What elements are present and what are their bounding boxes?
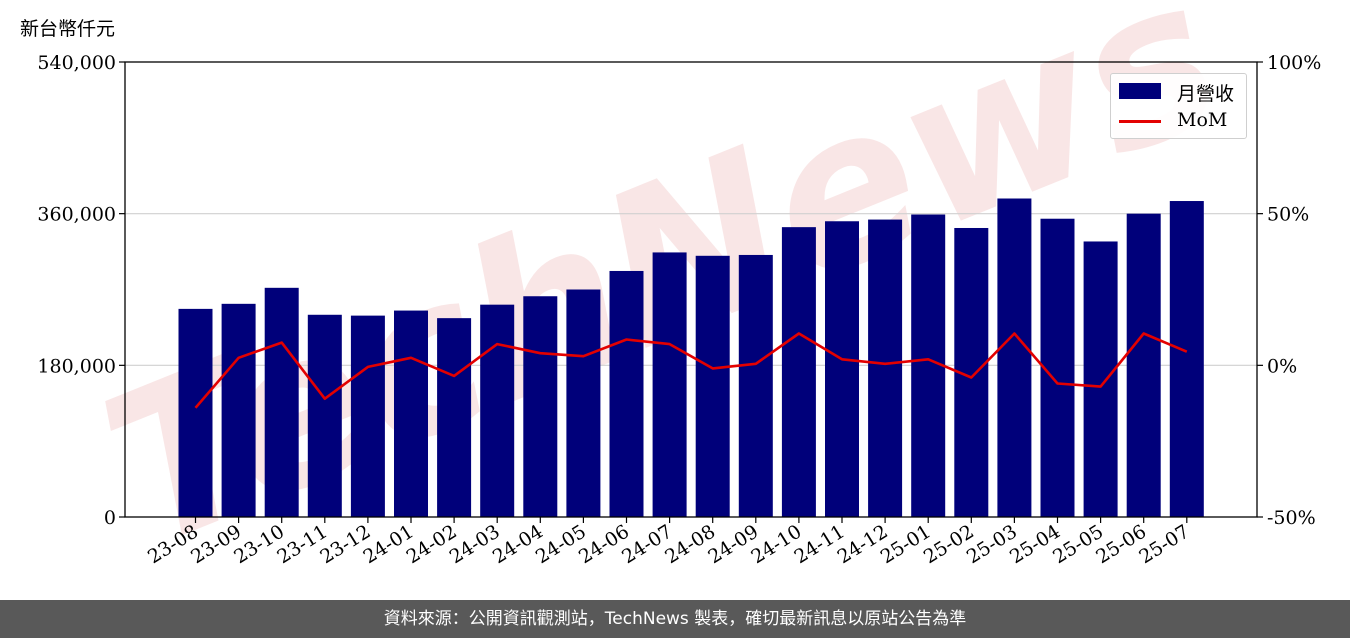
bar xyxy=(997,198,1032,517)
bar xyxy=(1083,241,1118,517)
plot-frame xyxy=(124,61,1258,518)
bar xyxy=(1126,213,1161,517)
bar xyxy=(437,318,472,517)
bar-series xyxy=(178,198,1204,518)
bar xyxy=(264,287,299,517)
y-left-tick-label: 540,000 xyxy=(37,52,116,74)
y-right-tick-label: 50% xyxy=(1267,204,1309,226)
bar xyxy=(307,314,342,517)
bar xyxy=(738,254,773,517)
bar xyxy=(221,303,256,517)
mom-line xyxy=(194,332,1188,409)
bar xyxy=(178,308,213,517)
bar xyxy=(911,214,946,517)
bar xyxy=(523,296,558,517)
legend: 月營收 MoM xyxy=(1110,73,1247,139)
y-left-tick-label: 0 xyxy=(104,507,116,529)
line-series xyxy=(194,332,1188,409)
bar xyxy=(825,221,859,517)
legend-label-revenue: 月營收 xyxy=(1177,83,1235,105)
bar xyxy=(781,227,816,518)
y-axis-unit-label: 新台幣仟元 xyxy=(20,18,116,40)
bar xyxy=(868,219,903,517)
y-left-tick-label: 180,000 xyxy=(37,355,116,377)
bar xyxy=(1040,218,1075,517)
legend-bar-swatch xyxy=(1119,83,1161,99)
x-tick-label: 25-07 xyxy=(1135,521,1193,569)
legend-item-mom: MoM xyxy=(1111,107,1246,135)
bar xyxy=(609,270,644,517)
bar xyxy=(480,304,515,517)
source-footer: 資料來源：公開資訊觀測站，TechNews 製表，確切最新訊息以原站公告為準 xyxy=(0,600,1350,638)
bar xyxy=(394,310,428,517)
bar xyxy=(566,289,601,517)
bar xyxy=(695,255,730,517)
legend-item-revenue: 月營收 xyxy=(1111,77,1246,105)
y-right-tick-label: 100% xyxy=(1267,52,1321,74)
revenue-chart: TechNews 0180,000360,000540,000-50%0%50%… xyxy=(37,0,1321,595)
y-right-tick-label: -50% xyxy=(1267,507,1316,529)
y-right-tick-label: 0% xyxy=(1267,355,1297,377)
y-left-tick-label: 360,000 xyxy=(37,204,116,226)
bar xyxy=(1169,201,1204,517)
legend-label-mom: MoM xyxy=(1177,109,1228,131)
bar xyxy=(652,252,687,518)
legend-line-swatch xyxy=(1119,120,1161,123)
bar xyxy=(350,315,385,517)
